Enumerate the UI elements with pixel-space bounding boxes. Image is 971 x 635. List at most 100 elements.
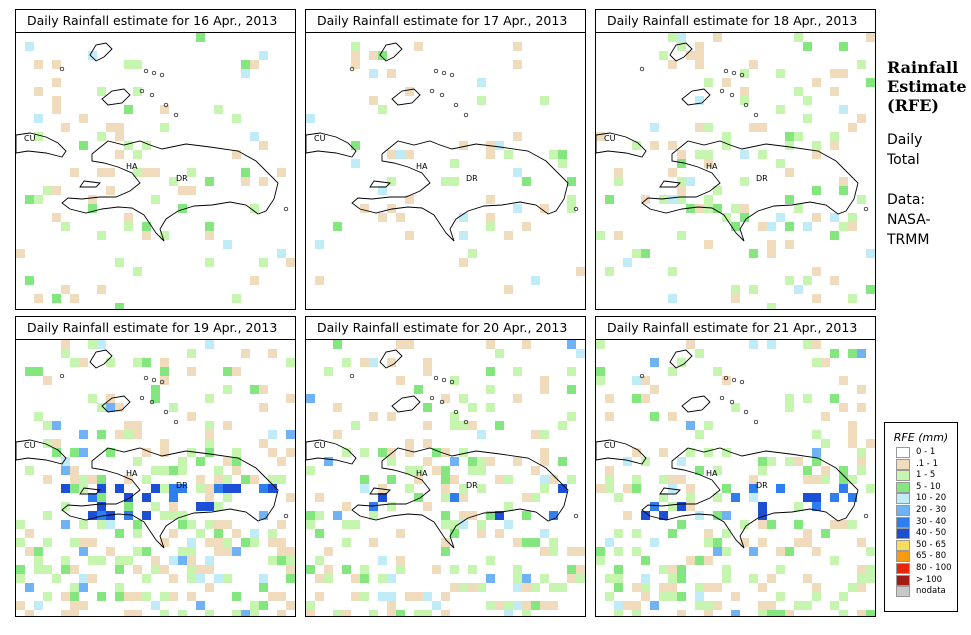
islet-outline [441, 377, 447, 383]
island-outline [379, 349, 403, 369]
island-outline [89, 349, 113, 369]
rainfall-cell [286, 565, 295, 574]
rainfall-cell [405, 340, 414, 349]
rainfall-cell [486, 385, 495, 394]
rainfall-cell [315, 529, 324, 538]
rainfall-cell [677, 610, 686, 616]
rainfall-cell [387, 412, 396, 421]
rainfall-cell [623, 457, 632, 466]
rainfall-cell [223, 421, 232, 430]
rainfall-cell [776, 159, 785, 168]
rfe-panel-4: Daily Rainfall estimate for 19 Apr., 201… [15, 316, 296, 617]
rainfall-cell [232, 547, 241, 556]
rainfall-cell [549, 475, 558, 484]
rainfall-cell [133, 520, 142, 529]
rainfall-cell [803, 114, 812, 123]
rainfall-cell [468, 403, 477, 412]
rainfall-cell [450, 412, 459, 421]
rainfall-cell [405, 466, 414, 475]
rainfall-cell [495, 349, 504, 358]
rainfall-cell [115, 430, 124, 439]
legend-item: > 100 [885, 574, 957, 587]
island-outline [669, 349, 693, 369]
rainfall-cell [758, 583, 767, 592]
rainfall-cell [659, 475, 668, 484]
rainfall-cell [169, 466, 178, 475]
rainfall-cell [686, 484, 695, 493]
rainfall-cell [34, 60, 43, 69]
rainfall-cell [61, 466, 70, 475]
rainfall-cell [369, 96, 378, 105]
legend-item: .1 - 1 [885, 458, 957, 471]
rainfall-cell [659, 195, 668, 204]
rainfall-cell [477, 430, 486, 439]
rainfall-cell [34, 412, 43, 421]
islet-outline [729, 399, 735, 405]
rainfall-cell [387, 475, 396, 484]
rainfall-cell [459, 141, 468, 150]
rainfall-cell [133, 60, 142, 69]
islet-outline [139, 88, 145, 94]
rainfall-cell [268, 484, 277, 493]
legend-label: 1 - 5 [916, 470, 936, 481]
rfe-panel-1: Daily Rainfall estimate for 16 Apr., 201… [15, 9, 296, 310]
rainfall-cell [866, 439, 875, 448]
rainfall-cell [540, 204, 549, 213]
rainfall-cell [668, 583, 677, 592]
rainfall-cell [749, 484, 758, 493]
islet-outline [151, 377, 157, 383]
rainfall-cell [88, 475, 97, 484]
rainfall-cell [286, 258, 295, 267]
rainfall-cell [576, 547, 585, 556]
rainfall-cell [567, 412, 576, 421]
rainfall-cell [70, 583, 79, 592]
rainfall-cell [486, 213, 495, 222]
rainfall-cell [142, 547, 151, 556]
rainfall-cell [650, 385, 659, 394]
legend-label: nodata [916, 586, 946, 597]
rainfall-cell [785, 132, 794, 141]
rainfall-cell [286, 358, 295, 367]
rainfall-cell [830, 349, 839, 358]
islet-outline [863, 513, 869, 519]
rainfall-cell [142, 448, 151, 457]
rainfall-cell [477, 457, 486, 466]
rainfall-cell [486, 457, 495, 466]
rainfall-cell [43, 511, 52, 520]
rainfall-cell [61, 340, 70, 349]
rainfall-cell [333, 511, 342, 520]
rainfall-cell [839, 222, 848, 231]
rainfall-cell [632, 376, 641, 385]
rainfall-cell [722, 78, 731, 87]
rainfall-cell [605, 195, 614, 204]
rainfall-cell [803, 466, 812, 475]
rainfall-cell [441, 466, 450, 475]
rainfall-cell [540, 376, 549, 385]
rainfall-cell [79, 574, 88, 583]
rainfall-cell [268, 430, 277, 439]
rainfall-cell [178, 556, 187, 565]
rainfall-cell [677, 502, 686, 511]
rainfall-cell [205, 448, 214, 457]
rainfall-cell [695, 123, 704, 132]
rainfall-cell [124, 222, 133, 231]
rainfall-cell [169, 574, 178, 583]
rainfall-cell [576, 267, 585, 276]
rainfall-cell [169, 556, 178, 565]
rainfall-cell [70, 565, 79, 574]
rainfall-cell [531, 276, 540, 285]
rainfall-cell [61, 349, 70, 358]
rainfall-cell [115, 565, 124, 574]
rainfall-cell [857, 466, 866, 475]
rainfall-cell [605, 267, 614, 276]
gonave-island-outline [369, 180, 391, 188]
islet-outline [429, 88, 435, 94]
rainfall-cell [405, 195, 414, 204]
rainfall-cell [432, 601, 441, 610]
rainfall-cell [268, 529, 277, 538]
rainfall-cell [749, 475, 758, 484]
rainfall-cell [686, 177, 695, 186]
rainfall-cell [378, 574, 387, 583]
rainfall-cell [351, 60, 360, 69]
rainfall-cell [97, 285, 106, 294]
